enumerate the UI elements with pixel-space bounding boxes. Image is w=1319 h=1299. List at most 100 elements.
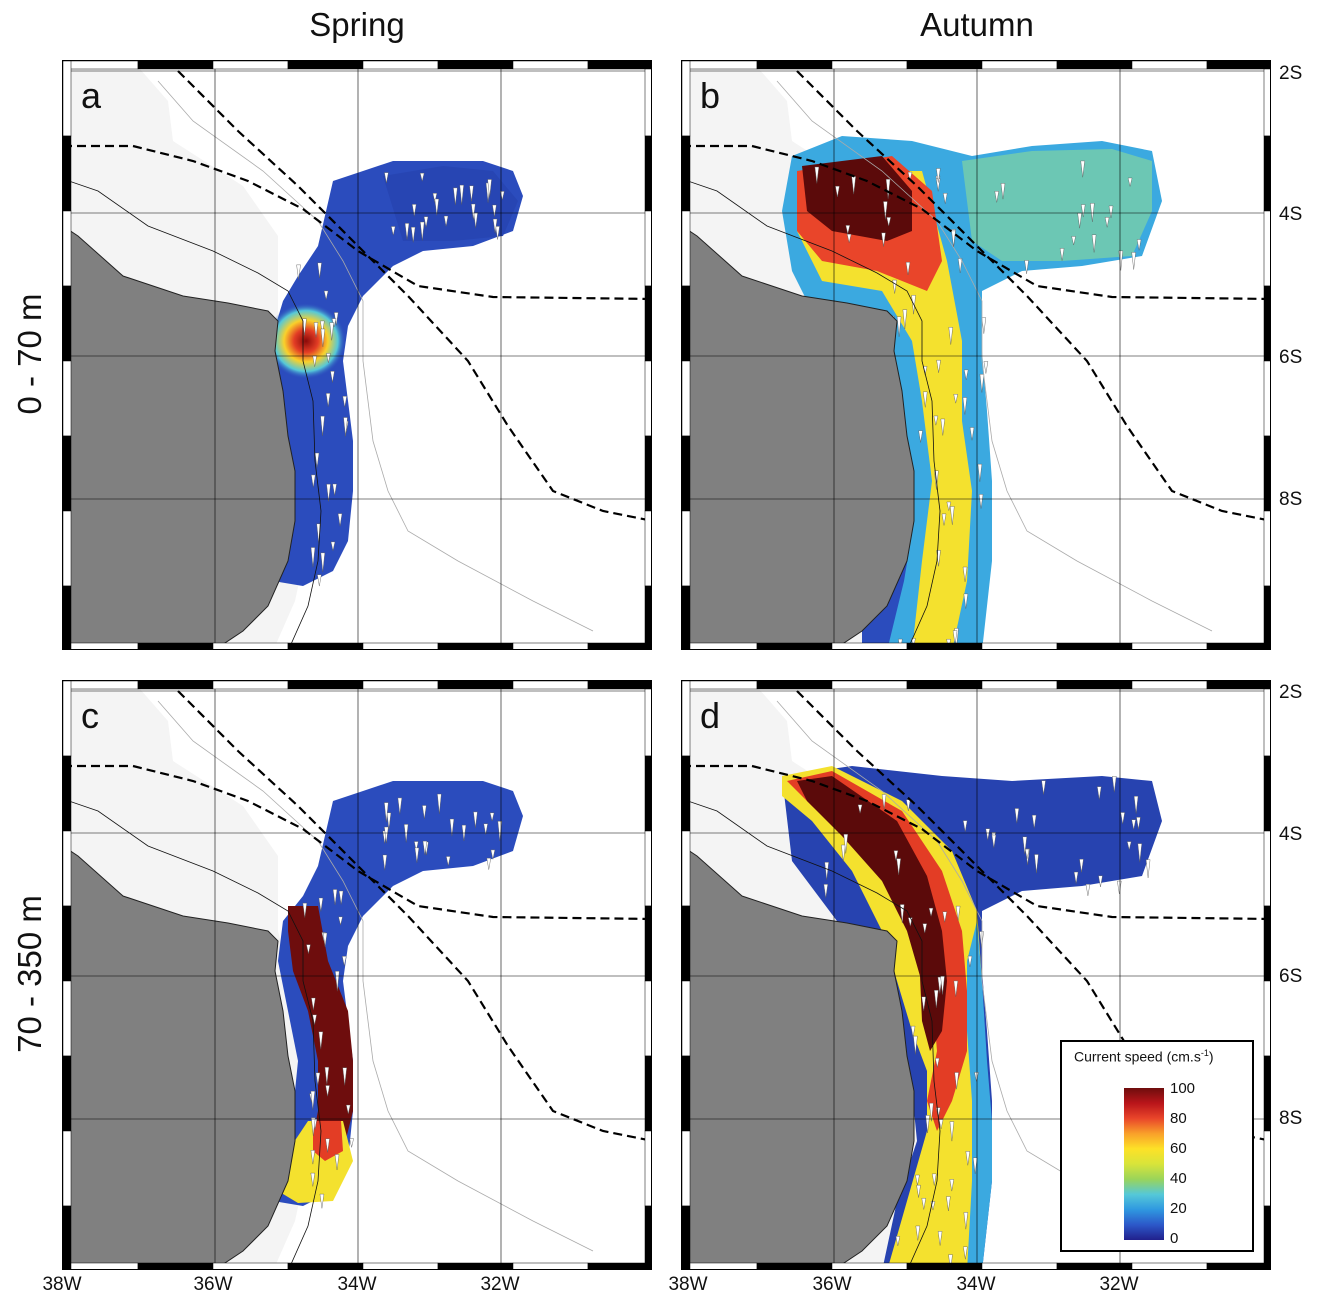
current-region [967, 921, 992, 1269]
current-vector [963, 1212, 969, 1230]
frame-segment [63, 510, 72, 587]
current-vector [921, 1198, 927, 1210]
current-vector [949, 1121, 955, 1142]
current-vector [940, 418, 946, 436]
current-vector [325, 1138, 330, 1153]
current-vector [977, 463, 983, 482]
frame-segment [1263, 830, 1270, 907]
current-vector [1131, 252, 1136, 270]
current-vector [323, 290, 329, 300]
frame-segment [212, 1262, 289, 1269]
current-vector [921, 996, 926, 1011]
current-vector [338, 890, 344, 905]
land-brazil [682, 845, 915, 1269]
current-vector [937, 976, 943, 994]
frame-segment [63, 830, 72, 907]
frame-segment [644, 681, 651, 757]
current-vector [411, 204, 417, 217]
frame-segment [682, 61, 691, 137]
current-vector [1097, 786, 1102, 800]
frame-segment [1263, 905, 1270, 982]
current-vector [933, 415, 939, 426]
frame-segment [644, 830, 651, 907]
current-vector [936, 359, 941, 373]
frame-segment [63, 1055, 72, 1132]
current-vector [895, 1236, 901, 1246]
current-vector [320, 328, 326, 347]
frame-segment [362, 642, 439, 649]
current-vector [946, 1196, 951, 1212]
lat-label-2s-top: 2S [1279, 63, 1303, 84]
frame-segment [63, 681, 72, 757]
current-vector [962, 397, 968, 415]
legend-colorbar [1124, 1088, 1164, 1240]
current-vector [962, 566, 968, 582]
frame-segment [756, 642, 833, 649]
current-vector [302, 318, 307, 336]
current-vector [1073, 871, 1079, 884]
frame-segment [831, 61, 908, 70]
frame-segment [587, 642, 651, 649]
frame-segment [682, 210, 691, 287]
current-vector [317, 262, 322, 279]
current-vector [942, 193, 948, 204]
current-vector [1104, 217, 1110, 228]
legend-tick-0: 0 [1170, 1230, 1179, 1247]
current-vector [935, 1058, 940, 1068]
frame-segment [906, 61, 983, 70]
column-title-autumn: Autumn [920, 6, 1034, 43]
panel-label: c [81, 695, 99, 736]
frame-segment [63, 1262, 139, 1269]
boundary-dashed-line [63, 144, 651, 301]
speed-maximum [802, 156, 912, 241]
frame-segment [1263, 980, 1270, 1057]
frame-segment [1263, 755, 1270, 832]
frame-segment [362, 61, 439, 70]
isobath-line [157, 80, 594, 632]
current-vector [1136, 817, 1141, 830]
current-vector [951, 230, 956, 247]
frame-segment [1206, 681, 1270, 690]
current-vector [325, 1085, 330, 1097]
frame-segment [287, 61, 364, 70]
current-vector [953, 980, 959, 997]
current-vector [384, 802, 389, 823]
frame-segment [906, 681, 983, 690]
current-vector [319, 1193, 325, 1209]
current-vector [1098, 875, 1103, 887]
current-vector [923, 391, 928, 408]
current-vector [949, 1179, 955, 1192]
current-vector [1126, 841, 1132, 850]
frame-segment [644, 1055, 651, 1132]
lat-label-2s-bottom: 2S [1279, 682, 1303, 703]
legend-tick-100: 100 [1170, 1080, 1196, 1097]
frame-segment [212, 681, 289, 690]
frame-segment [682, 681, 691, 757]
frame-segment [1056, 681, 1133, 690]
current-vector [469, 185, 474, 202]
current-vector [332, 889, 338, 905]
current-vector [948, 327, 954, 345]
current-vector [310, 547, 316, 568]
isobath-line [63, 178, 322, 649]
frame-segment [1131, 681, 1208, 690]
current-vector [326, 483, 331, 502]
current-vector [414, 841, 419, 852]
map-frame [682, 61, 1270, 649]
boundary-dashed-line [796, 70, 1270, 522]
frame-segment [512, 1262, 589, 1269]
frame-segment [682, 61, 758, 70]
current-vector [946, 501, 952, 511]
lon-label-34w-right: 34W [956, 1274, 996, 1295]
current-vector [423, 216, 429, 228]
current-vector [332, 483, 337, 496]
speed-maximum [797, 776, 947, 1051]
lat-label-4s-bottom: 4S [1279, 824, 1303, 845]
map-frame [63, 681, 651, 1269]
frame-segment [644, 510, 651, 587]
boundary-dashed-line [682, 144, 1270, 301]
panel-label: d [700, 695, 721, 736]
current-vector [925, 1115, 930, 1134]
current-vector [313, 322, 319, 338]
frame-segment [682, 681, 758, 690]
